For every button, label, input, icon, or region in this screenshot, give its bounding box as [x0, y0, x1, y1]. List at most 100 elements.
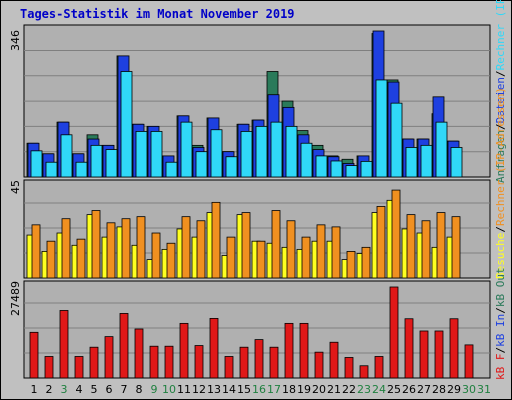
bar-rechner-day-28: [435, 121, 448, 178]
bar-kb-f-day-29: [449, 318, 459, 379]
bar-rechner-day-25: [391, 189, 401, 279]
bar-rechner-day-1: [31, 224, 41, 279]
bar-rechner-day-11: [181, 216, 191, 279]
bar-kb-f-day-26: [404, 318, 414, 379]
bar-kb-f-day-20: [314, 351, 324, 379]
bar-rechner-day-23: [361, 246, 371, 279]
bar-rechner-day-7: [120, 71, 133, 178]
bar-rechner-day-13: [210, 129, 223, 178]
bar-kb-f-day-23: [359, 365, 369, 379]
x-tick-label-day-3: 3: [61, 383, 68, 396]
bar-kb-f-day-28: [434, 330, 444, 379]
bar-rechner-day-16: [256, 240, 266, 279]
x-tick-label-day-2: 2: [46, 383, 53, 396]
x-tick-label-day-25: 25: [387, 383, 401, 396]
x-tick-label-day-16: 16: [252, 383, 266, 396]
bar-rechner-day-4: [75, 161, 88, 178]
x-tick-label-day-20: 20: [312, 383, 326, 396]
x-tick-label-day-10: 10: [162, 383, 176, 396]
bar-rechner-day-18: [286, 220, 296, 279]
bar-kb-f-day-18: [284, 322, 294, 379]
x-tick-label-day-22: 22: [342, 383, 356, 396]
bar-rechner-day-29: [451, 216, 461, 279]
bar-rechner-day-21: [330, 160, 343, 178]
bar-rechner-day-7: [121, 218, 131, 279]
bar-kb-f-day-30: [464, 344, 474, 379]
bar-kb-f-day-7: [119, 313, 129, 379]
bar-kb-f-day-4: [74, 356, 84, 379]
bar-rechner-day-27: [420, 144, 433, 178]
bar-rechner-day-3: [60, 134, 73, 178]
bar-rechner-day-18: [285, 125, 298, 178]
x-tick-label-day-12: 12: [192, 383, 206, 396]
x-tick-label-day-29: 29: [447, 383, 461, 396]
bar-rechner-day-26: [405, 147, 418, 178]
bar-kb-f-day-15: [239, 346, 249, 379]
x-tick-label-day-4: 4: [76, 383, 83, 396]
x-tick-label-day-15: 15: [237, 383, 251, 396]
bar-rechner-day-24: [376, 206, 386, 279]
bar-rechner-day-1: [30, 150, 43, 178]
x-tick-label-day-7: 7: [121, 383, 128, 396]
x-tick-label-day-17: 17: [267, 383, 281, 396]
bar-rechner-day-22: [345, 165, 358, 178]
bar-rechner-day-5: [91, 210, 101, 279]
bar-kb-f-day-14: [224, 356, 234, 379]
bar-rechner-day-14: [226, 236, 236, 279]
bar-rechner-day-13: [211, 201, 221, 279]
bar-kb-f-day-3: [59, 310, 69, 379]
bar-rechner-day-11: [180, 121, 193, 178]
x-tick-label-day-24: 24: [372, 383, 386, 396]
bar-rechner-day-27: [421, 220, 431, 279]
bar-rechner-day-24: [375, 79, 388, 178]
x-tick-label-day-9: 9: [151, 383, 158, 396]
bar-rechner-day-15: [240, 131, 253, 178]
bar-kb-f-day-16: [254, 339, 264, 379]
bar-rechner-day-12: [195, 151, 208, 178]
bar-rechner-day-26: [406, 214, 416, 279]
bar-kb-f-day-17: [269, 346, 279, 379]
bar-rechner-day-23: [360, 160, 373, 178]
x-tick-label-day-5: 5: [91, 383, 98, 396]
bar-kb-f-day-22: [344, 357, 354, 379]
x-tick-label-day-18: 18: [282, 383, 296, 396]
bar-rechner-day-6: [106, 222, 116, 279]
x-tick-label-day-14: 14: [222, 383, 236, 396]
bar-kb-f-day-24: [374, 356, 384, 379]
x-tick-label-day-30: 30: [462, 383, 476, 396]
bar-rechner-day-2: [46, 240, 56, 279]
bar-rechner-day-19: [300, 142, 313, 178]
bar-kb-f-day-11: [179, 322, 189, 379]
bar-rechner-day-22: [346, 251, 356, 279]
bar-rechner-day-6: [105, 149, 118, 178]
bar-rechner-day-9: [151, 232, 161, 279]
bar-rechner-day-20: [316, 224, 326, 279]
bar-rechner-day-10: [165, 161, 178, 178]
bar-kb-f-day-9: [149, 345, 159, 379]
bar-kb-f-day-2: [44, 356, 54, 379]
bar-rechner-day-3: [61, 218, 71, 279]
bar-rechner-day-20: [315, 155, 328, 178]
bar-rechner-day-12: [196, 220, 206, 279]
bar-rechner-day-5: [90, 144, 103, 178]
bar-rechner-day-8: [135, 131, 148, 178]
bar-rechner-day-14: [225, 156, 238, 178]
bar-kb-f-day-1: [29, 331, 39, 379]
bar-rechner-day-4: [76, 238, 86, 279]
x-tick-label-day-28: 28: [432, 383, 446, 396]
bar-rechner-day-21: [331, 226, 341, 279]
x-tick-label-day-27: 27: [417, 383, 431, 396]
bar-rechner-day-2: [45, 161, 58, 178]
x-tick-label-day-8: 8: [136, 383, 143, 396]
x-tick-label-day-6: 6: [106, 383, 113, 396]
bar-rechner-day-8: [136, 216, 146, 279]
bar-kb-f-day-19: [299, 322, 309, 379]
bar-kb-f-day-6: [104, 336, 114, 379]
bar-rechner-day-9: [150, 131, 163, 178]
bar-kb-f-day-12: [194, 345, 204, 379]
bar-kb-f-day-10: [164, 345, 174, 379]
bar-rechner-day-15: [241, 212, 251, 279]
x-tick-label-day-19: 19: [297, 383, 311, 396]
x-tick-label-day-23: 23: [357, 383, 371, 396]
